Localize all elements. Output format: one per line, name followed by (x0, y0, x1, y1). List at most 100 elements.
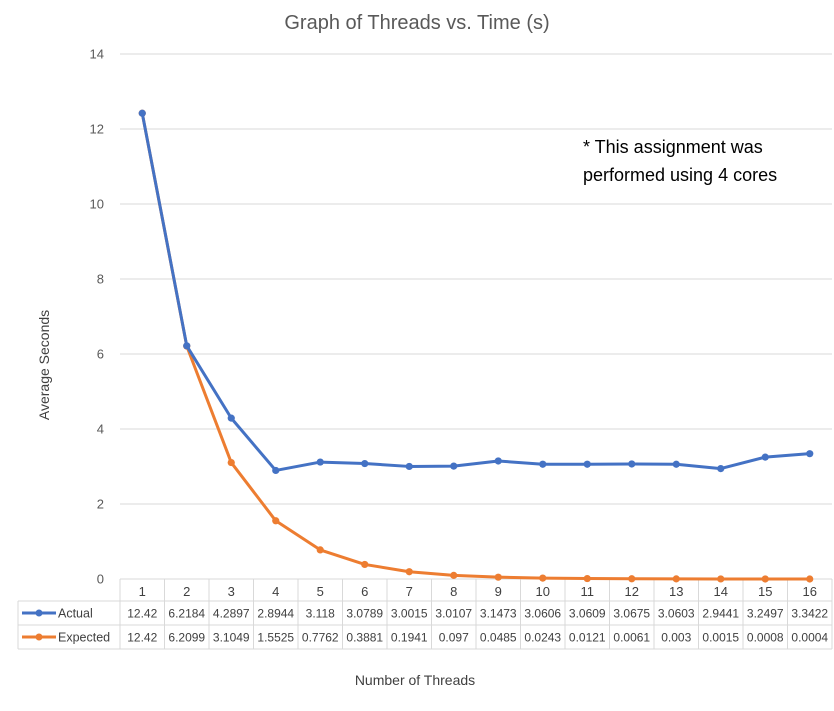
table-cell: 3.1473 (480, 607, 517, 621)
data-point-actual (227, 414, 235, 422)
table-cell: 0.0015 (702, 631, 739, 645)
data-point-expected (316, 546, 324, 554)
x-category-label: 15 (758, 584, 772, 599)
legend-label: Actual (58, 607, 93, 621)
data-point-expected (806, 575, 814, 583)
data-point-actual (405, 462, 413, 471)
table-cell: 2.8944 (257, 607, 294, 621)
table-cell: 0.0243 (524, 631, 561, 645)
x-category-label: 6 (361, 584, 368, 599)
data-point-actual (717, 464, 725, 473)
y-tick-label: 6 (97, 347, 104, 362)
data-point-expected (405, 568, 413, 576)
data-point-actual (628, 460, 636, 468)
data-table: Actual 12.42 6.2184 4.2897 2.8944 3.118 3.0789… (17, 579, 833, 650)
y-tick-label: 2 (97, 497, 104, 512)
x-category-label: 11 (581, 584, 595, 599)
table-cell: 0.097 (439, 631, 469, 645)
table-cell: 0.1941 (391, 631, 428, 645)
annotation-line-1: * This assignment was (583, 137, 763, 157)
data-point-actual (761, 453, 769, 461)
legend-marker (35, 609, 43, 617)
legend-marker (35, 633, 43, 641)
x-category-label: 2 (183, 584, 190, 599)
data-point-actual (539, 460, 547, 468)
table-cell: 3.118 (306, 607, 335, 621)
x-category-label: 7 (406, 584, 413, 599)
legend-label: Expected (58, 631, 110, 645)
data-point-actual (316, 458, 324, 466)
table-cell: 0.0008 (747, 631, 784, 645)
x-axis-title: Number of Threads (355, 672, 475, 688)
y-tick-label: 12 (90, 122, 104, 137)
x-category-label: 1 (139, 584, 146, 599)
data-point-expected (583, 574, 591, 583)
data-point-actual (672, 460, 680, 468)
data-point-expected (672, 575, 680, 583)
data-point-actual (361, 459, 369, 468)
table-cell: 0.0004 (791, 631, 828, 645)
chart-title: Graph of Threads vs. Time (s) (284, 12, 550, 34)
table-cell: 3.0603 (658, 607, 695, 621)
table-cell: 1.5525 (257, 631, 294, 645)
table-cell: 3.0015 (391, 607, 428, 621)
data-point-expected (450, 571, 458, 579)
annotation-line-2: performed using 4 cores (583, 165, 777, 185)
table-cell: 3.0789 (346, 607, 383, 621)
table-cell: 12.42 (127, 631, 157, 645)
x-category-label: 14 (714, 584, 728, 599)
data-point-actual (450, 462, 458, 470)
table-cell: 3.0606 (524, 607, 561, 621)
data-point-actual (806, 450, 814, 458)
table-cell: 12.42 (127, 607, 157, 621)
table-cell: 3.1049 (213, 631, 250, 645)
data-point-expected (494, 573, 502, 581)
table-cell: 4.2897 (213, 607, 250, 621)
table-cell: 3.0675 (613, 607, 650, 621)
data-point-expected (272, 517, 280, 525)
series-lines (138, 109, 814, 583)
data-point-expected (227, 458, 235, 467)
data-point-expected (717, 575, 725, 583)
x-category-label: 4 (272, 584, 279, 599)
y-tick-label: 14 (90, 47, 104, 62)
table-cell: 0.3881 (346, 631, 383, 645)
series-line-expected (140, 111, 812, 581)
gridlines (120, 53, 832, 580)
series-line-actual (140, 111, 812, 472)
y-tick-label: 4 (97, 422, 104, 437)
table-cell: 0.0061 (613, 631, 650, 645)
data-point-expected (361, 560, 369, 569)
table-cell: 0.0485 (480, 631, 517, 645)
y-axis-title: Average Seconds (36, 310, 52, 420)
data-point-expected (761, 575, 769, 583)
x-category-label: 10 (536, 584, 550, 599)
x-category-label: 9 (495, 584, 502, 599)
table-cell: 0.0121 (569, 631, 606, 645)
table-cell: 3.2497 (747, 607, 784, 621)
data-point-actual (583, 460, 591, 468)
table-cell: 6.2184 (168, 607, 205, 621)
table-cell: 0.7762 (302, 631, 339, 645)
data-point-actual (494, 457, 502, 465)
data-point-actual (183, 342, 191, 350)
x-category-label: 3 (228, 584, 235, 599)
table-cell: 3.0609 (569, 607, 606, 621)
table-cell: 0.003 (661, 631, 691, 645)
y-tick-label: 8 (97, 272, 104, 287)
table-cell: 2.9441 (702, 607, 739, 621)
table-cell: 3.0107 (435, 607, 472, 621)
table-cell: 3.3422 (791, 607, 828, 621)
data-point-actual (138, 109, 146, 117)
x-category-label: 12 (625, 584, 639, 599)
data-point-expected (539, 574, 547, 582)
table-cell: 6.2099 (168, 631, 205, 645)
y-tick-label: 0 (97, 572, 104, 587)
x-category-label: 5 (317, 584, 324, 599)
y-tick-label: 10 (90, 197, 104, 212)
x-category-label: 8 (450, 584, 457, 599)
data-point-actual (272, 466, 280, 475)
x-category-label: 13 (669, 584, 683, 599)
